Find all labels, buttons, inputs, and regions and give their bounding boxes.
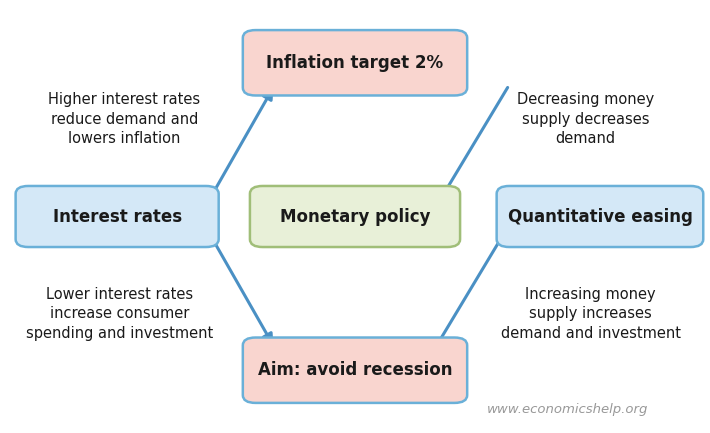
- FancyBboxPatch shape: [250, 186, 460, 247]
- Text: Interest rates: Interest rates: [53, 207, 182, 226]
- Text: Monetary policy: Monetary policy: [280, 207, 430, 226]
- FancyBboxPatch shape: [16, 186, 219, 247]
- Text: Inflation target 2%: Inflation target 2%: [266, 54, 444, 72]
- Text: Decreasing money
supply decreases
demand: Decreasing money supply decreases demand: [517, 92, 655, 146]
- Text: Quantitative easing: Quantitative easing: [508, 207, 692, 226]
- FancyBboxPatch shape: [243, 30, 467, 96]
- Text: www.economicshelp.org: www.economicshelp.org: [487, 403, 649, 416]
- Text: Increasing money
supply increases
demand and investment: Increasing money supply increases demand…: [501, 287, 681, 341]
- FancyBboxPatch shape: [497, 186, 703, 247]
- FancyBboxPatch shape: [243, 338, 467, 403]
- Text: Lower interest rates
increase consumer
spending and investment: Lower interest rates increase consumer s…: [26, 287, 213, 341]
- Text: Aim: avoid recession: Aim: avoid recession: [258, 361, 452, 379]
- Text: Higher interest rates
reduce demand and
lowers inflation: Higher interest rates reduce demand and …: [48, 92, 200, 146]
